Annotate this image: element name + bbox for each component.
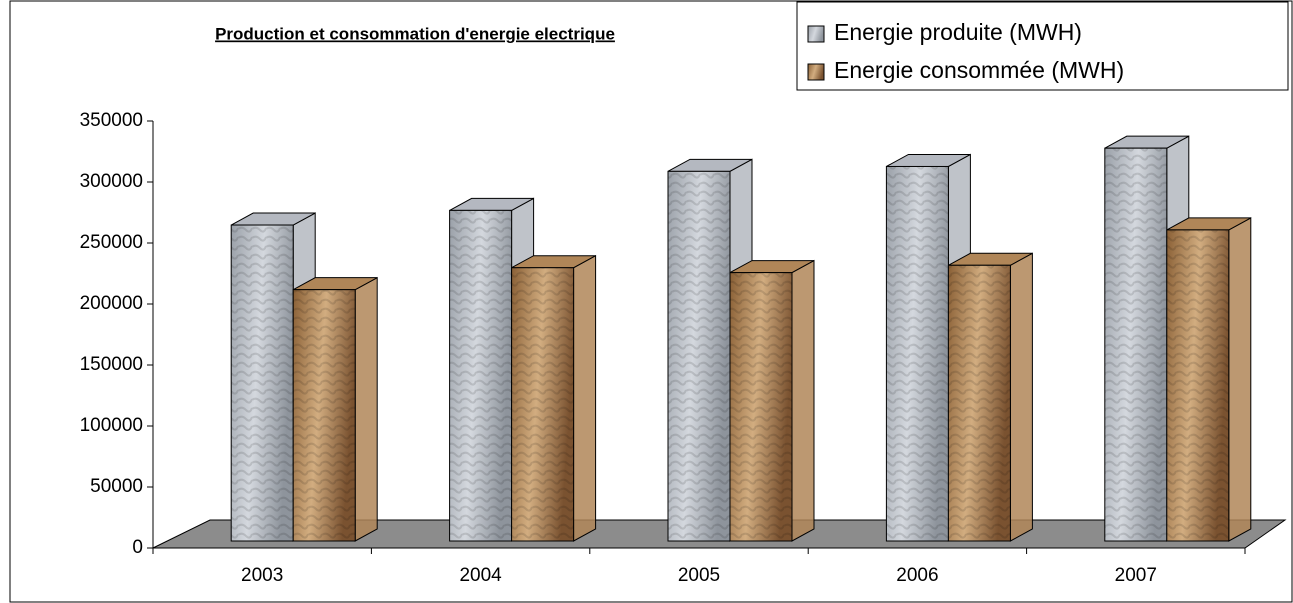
legend-label: Energie produite (MWH) — [834, 19, 1082, 45]
bar — [449, 197, 535, 542]
bar-face — [1228, 217, 1252, 542]
bar-face — [511, 267, 574, 541]
y-tick-label: 0 — [132, 537, 143, 558]
legend-marker — [807, 63, 825, 81]
x-tick-label: 2006 — [896, 565, 938, 586]
y-tick-label: 100000 — [80, 415, 143, 436]
legend-marker — [807, 25, 825, 43]
y-tick-label: 300000 — [80, 171, 143, 192]
x-tick-label: 2004 — [459, 565, 502, 586]
x-tick-label: 2007 — [1115, 565, 1157, 586]
bar-face — [1009, 252, 1033, 542]
y-tick-label: 250000 — [80, 232, 143, 253]
bar-face — [1166, 229, 1229, 541]
chart-title: Production et consommation d'energie ele… — [215, 24, 615, 43]
y-tick-label: 150000 — [80, 354, 143, 375]
bar — [1166, 217, 1252, 542]
bar — [292, 276, 378, 542]
bar-face — [668, 171, 730, 541]
bar-face — [1104, 148, 1167, 541]
y-tick-label: 50000 — [90, 476, 143, 497]
bar-face — [886, 166, 949, 541]
bar-face — [791, 259, 815, 542]
bar-face — [449, 210, 512, 541]
bar-face — [948, 265, 1011, 541]
bar — [729, 259, 815, 542]
legend — [796, 1, 1289, 91]
bar-face — [573, 254, 597, 542]
bar — [667, 158, 753, 542]
y-tick-label: 350000 — [80, 110, 143, 131]
x-tick-label: 2003 — [241, 565, 283, 586]
bar — [511, 254, 597, 542]
x-tick-label: 2005 — [678, 565, 720, 586]
y-tick-label: 200000 — [80, 293, 143, 314]
chart-border — [9, 0, 1293, 603]
bar-face — [293, 289, 356, 541]
bar-face — [231, 225, 294, 541]
legend-label: Energie consommée (MWH) — [834, 57, 1124, 83]
bar — [947, 252, 1033, 542]
bar-face — [730, 272, 792, 541]
bar-face — [354, 276, 378, 542]
